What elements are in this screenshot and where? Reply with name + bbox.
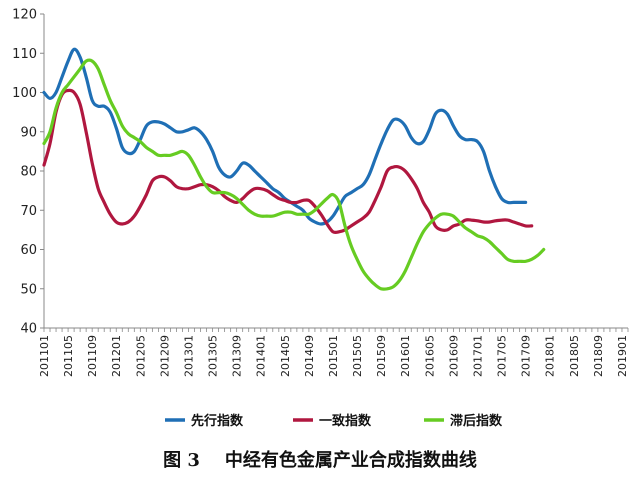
x-tick-label: 201301 [182, 335, 195, 377]
x-tick-label: 201305 [207, 335, 220, 377]
x-tick-label: 201901 [616, 335, 629, 377]
x-tick-label: 201509 [375, 335, 388, 377]
x-tick-label: 201801 [544, 335, 557, 377]
y-tick-label: 50 [20, 282, 37, 297]
legend-label: 滞后指数 [450, 413, 503, 429]
series-line-1 [42, 88, 534, 235]
x-tick-label: 201809 [592, 335, 605, 377]
series-line-2 [42, 58, 546, 291]
y-tick-label: 110 [12, 47, 37, 62]
x-tick-label: 201805 [568, 335, 581, 377]
y-tick-label: 60 [20, 243, 37, 258]
x-tick-label: 201101 [38, 335, 51, 377]
legend: 先行指数 一致指数 滞后指数 [165, 413, 503, 429]
x-tick-label: 201601 [399, 335, 412, 377]
x-tick-label: 201709 [520, 335, 533, 377]
x-tick-label: 201609 [447, 335, 460, 377]
axes: 40 50 60 70 80 90 100 110 120 201101 201105 201109 2… [12, 8, 629, 378]
x-tick-label: 201205 [134, 335, 147, 377]
x-tick-label: 201701 [471, 335, 484, 377]
x-tick-label: 201605 [423, 335, 436, 377]
chart: 40 50 60 70 80 90 100 110 120 201101 201105 201109 2… [12, 8, 629, 430]
x-tick-label: 201505 [351, 335, 364, 377]
y-tick-label: 40 [20, 322, 37, 337]
legend-label: 先行指数 [191, 413, 244, 429]
series-line-0 [42, 47, 528, 226]
x-tick-label: 201109 [86, 335, 99, 377]
x-tick-label: 201401 [255, 335, 268, 377]
x-tick-label: 201501 [327, 335, 340, 377]
x-tick-label: 201105 [62, 335, 75, 377]
y-tick-label: 70 [20, 204, 37, 219]
y-tick-label: 90 [20, 125, 37, 140]
x-tick-label: 201409 [303, 335, 316, 377]
x-tick-label: 201309 [231, 335, 244, 377]
y-tick-label: 100 [12, 86, 37, 101]
series-lines [42, 47, 546, 291]
x-tick-label: 201705 [496, 335, 509, 377]
y-tick-label: 120 [12, 8, 37, 23]
figure-caption: 图 3 中经有色金属产业合成指数曲线 [163, 450, 477, 471]
x-tick-label: 201209 [158, 335, 171, 377]
y-tick-label: 80 [20, 165, 37, 180]
x-tick-label: 201405 [279, 335, 292, 377]
x-tick-label: 201201 [110, 335, 123, 377]
legend-label: 一致指数 [319, 413, 372, 429]
